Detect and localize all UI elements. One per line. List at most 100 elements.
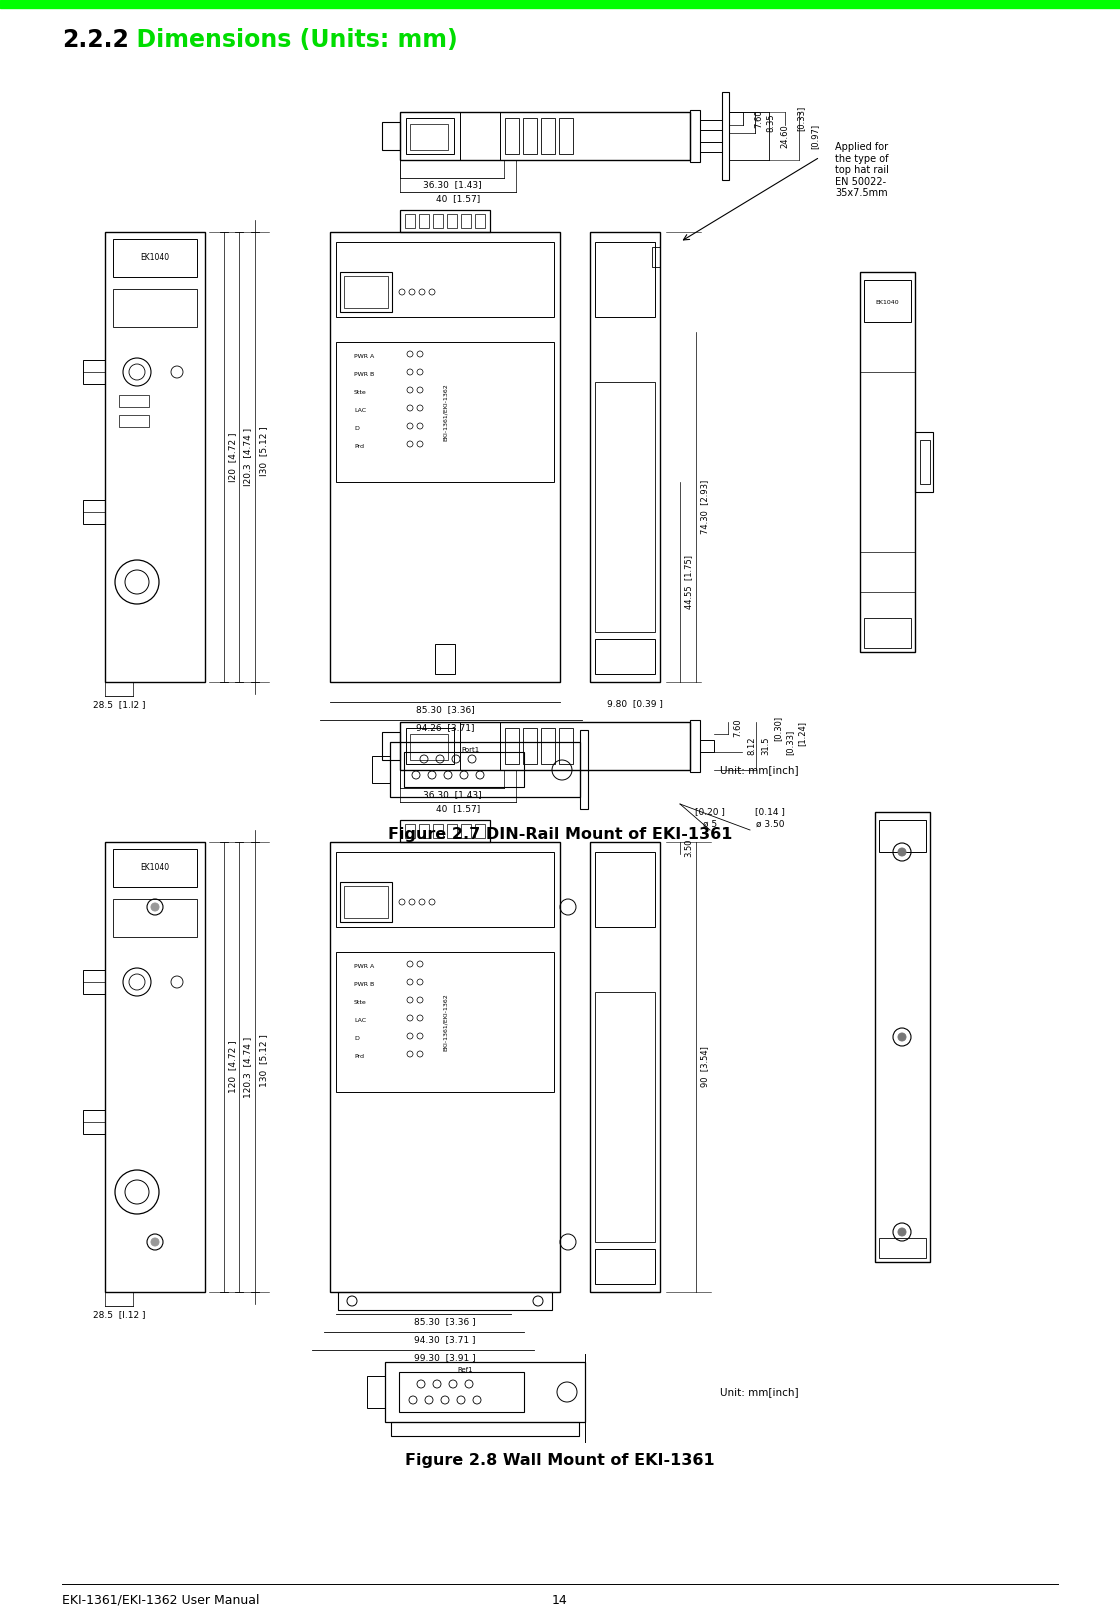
Text: Prd: Prd <box>354 444 364 449</box>
Bar <box>336 342 554 482</box>
Text: Prd: Prd <box>354 1054 364 1059</box>
Bar <box>541 728 556 764</box>
Text: 94.26  [3.71]: 94.26 [3.71] <box>416 723 474 733</box>
Bar <box>410 123 448 149</box>
Bar <box>580 730 588 809</box>
Bar <box>433 214 444 229</box>
Text: EK1040: EK1040 <box>140 253 169 263</box>
Bar <box>391 1422 579 1435</box>
Circle shape <box>898 848 906 856</box>
Text: 2.2.2: 2.2.2 <box>62 28 129 52</box>
Text: 24.60: 24.60 <box>781 125 790 148</box>
Bar <box>330 232 560 681</box>
Text: 8.35: 8.35 <box>766 114 775 131</box>
Bar <box>344 276 388 308</box>
Bar <box>864 618 911 649</box>
Bar <box>879 821 926 852</box>
Bar <box>595 242 655 316</box>
Bar <box>461 214 472 229</box>
Bar <box>433 824 444 839</box>
Bar <box>400 209 491 232</box>
Bar <box>419 824 429 839</box>
Bar <box>700 740 715 753</box>
Bar <box>595 383 655 633</box>
Bar <box>399 1372 524 1413</box>
Bar <box>595 639 655 675</box>
Text: Dimensions (Units: mm): Dimensions (Units: mm) <box>120 28 458 52</box>
Text: 8.12: 8.12 <box>747 736 756 756</box>
Bar <box>505 728 519 764</box>
Bar <box>340 882 392 921</box>
Text: 9.80  [0.39 ]: 9.80 [0.39 ] <box>607 699 663 709</box>
Bar <box>83 360 105 384</box>
Bar <box>475 214 485 229</box>
Bar <box>83 1109 105 1134</box>
Bar <box>338 1293 552 1311</box>
Circle shape <box>151 903 159 912</box>
Bar <box>652 247 660 268</box>
Text: D: D <box>354 427 358 431</box>
Text: ø 3.50: ø 3.50 <box>756 819 784 829</box>
Text: PWR A: PWR A <box>354 965 374 970</box>
Text: l30  [5.12 ]: l30 [5.12 ] <box>260 427 269 475</box>
Bar <box>419 214 429 229</box>
Bar <box>405 118 454 154</box>
Text: Port1: Port1 <box>460 748 479 753</box>
Bar <box>336 852 554 928</box>
Bar <box>700 143 722 152</box>
Bar <box>400 112 690 161</box>
Bar <box>390 741 580 796</box>
Text: Stte: Stte <box>354 391 366 396</box>
Bar <box>920 440 930 483</box>
Text: [0.33]: [0.33] <box>796 105 805 131</box>
Text: PWR B: PWR B <box>354 983 374 988</box>
Text: 28.5  [l.12 ]: 28.5 [l.12 ] <box>93 1311 146 1320</box>
Text: [1.24]: [1.24] <box>797 722 806 746</box>
Text: LAC: LAC <box>354 1019 366 1023</box>
Text: [0.33]: [0.33] <box>785 730 794 754</box>
Bar <box>113 289 197 328</box>
Text: 94.30  [3.71 ]: 94.30 [3.71 ] <box>414 1335 476 1345</box>
Bar <box>400 722 690 770</box>
Bar <box>385 1362 585 1422</box>
Text: Unit: mm[inch]: Unit: mm[inch] <box>720 1387 799 1397</box>
Text: Figure 2.8 Wall Mount of EKI-1361: Figure 2.8 Wall Mount of EKI-1361 <box>405 1452 715 1468</box>
Bar <box>559 728 573 764</box>
Bar <box>435 644 455 675</box>
Text: 28.5  [1.l2 ]: 28.5 [1.l2 ] <box>93 701 146 709</box>
Bar <box>690 720 700 772</box>
Bar <box>105 842 205 1293</box>
Text: 40  [1.57]: 40 [1.57] <box>436 805 480 814</box>
Text: PWR A: PWR A <box>354 355 374 360</box>
Bar <box>523 118 536 154</box>
Bar <box>595 1249 655 1285</box>
Bar <box>559 118 573 154</box>
Bar <box>405 824 416 839</box>
Text: 120  [4.72 ]: 120 [4.72 ] <box>228 1041 237 1093</box>
Bar <box>382 122 400 149</box>
Bar <box>447 824 457 839</box>
Text: EKI-1361/EKI-1362 User Manual: EKI-1361/EKI-1362 User Manual <box>62 1593 260 1606</box>
Bar <box>372 756 390 783</box>
Text: 99.30  [3.91 ]: 99.30 [3.91 ] <box>414 1353 476 1362</box>
Bar <box>690 110 700 162</box>
Bar <box>330 842 560 1293</box>
Text: [0.30]: [0.30] <box>774 715 783 741</box>
Text: 85.30  [3.36 ]: 85.30 [3.36 ] <box>414 1317 476 1327</box>
Circle shape <box>151 1238 159 1246</box>
Bar <box>447 214 457 229</box>
Text: [0.20 ]: [0.20 ] <box>696 808 725 816</box>
Bar <box>700 120 722 130</box>
Bar <box>595 993 655 1242</box>
Bar <box>915 431 933 491</box>
Text: 3.50: 3.50 <box>684 839 693 858</box>
Text: 120.3  [4.74 ]: 120.3 [4.74 ] <box>243 1036 252 1098</box>
Text: D: D <box>354 1036 358 1041</box>
Text: l20  [4.72 ]: l20 [4.72 ] <box>228 431 237 482</box>
Bar <box>113 899 197 938</box>
Text: EKI-1361/EKI-1362: EKI-1361/EKI-1362 <box>442 383 448 441</box>
Bar <box>119 396 149 407</box>
Text: 90  [3.54]: 90 [3.54] <box>700 1046 709 1087</box>
Bar <box>113 848 197 887</box>
Bar <box>879 1238 926 1259</box>
